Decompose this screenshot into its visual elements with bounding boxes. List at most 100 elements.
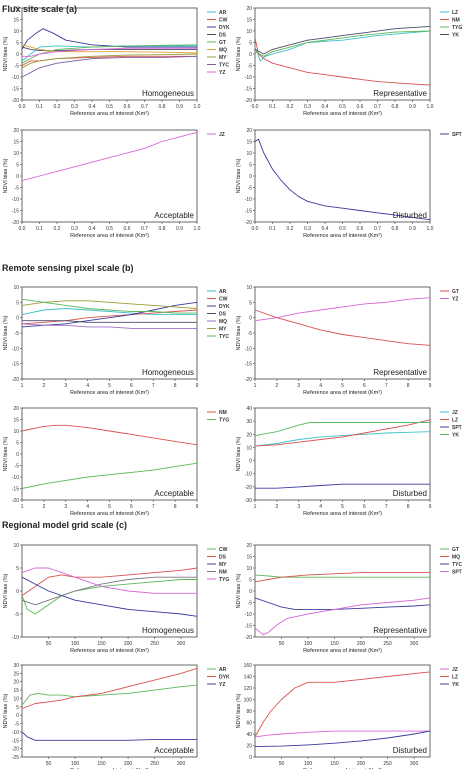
x-tick-label: 0.8 <box>159 104 166 110</box>
series-line-cw <box>21 309 198 325</box>
y-tick-label: -10 <box>12 730 19 736</box>
x-tick-label: 0.3 <box>304 104 311 110</box>
y-tick-label: -15 <box>12 487 19 493</box>
y-tick-label: -10 <box>12 635 19 641</box>
x-tick-label: 0.0 <box>19 104 26 110</box>
legend-label: DYK <box>219 675 230 681</box>
legend-label: YK <box>452 433 459 439</box>
y-tick-label: 10 <box>246 285 252 291</box>
x-tick-label: 0.4 <box>89 104 96 110</box>
chart-panel-9: -10 -5 0 5 10 50 100 150 200 250 300 Reference area… <box>3 543 229 654</box>
y-tick-label: -5 <box>15 331 20 337</box>
x-tick-label: 0.7 <box>374 226 381 232</box>
y-tick-label: 40 <box>246 732 252 738</box>
legend-label: LZ <box>452 418 458 424</box>
y-tick-label: 10 <box>246 445 252 451</box>
series-line-dyk <box>21 667 198 709</box>
y-axis-label: NDVI bias (%) <box>3 36 9 71</box>
x-tick-label: 0.2 <box>54 226 61 232</box>
y-axis-label: NDVI bias (%) <box>236 573 242 608</box>
y-tick-label: 5 <box>249 163 252 169</box>
x-tick-label: 200 <box>357 761 366 767</box>
y-tick-label: -20 <box>245 220 252 226</box>
x-tick-label: 7 <box>385 383 388 389</box>
x-tick-label: 0.4 <box>322 226 329 232</box>
y-tick-label: 20 <box>13 680 19 686</box>
x-tick-label: 50 <box>46 641 52 647</box>
y-tick-label: 15 <box>246 140 252 146</box>
series-line-gt <box>21 44 198 64</box>
y-tick-label: 15 <box>246 18 252 24</box>
series-line-gt <box>254 309 431 346</box>
y-tick-label: 10 <box>13 285 19 291</box>
y-tick-label: -15 <box>245 362 252 368</box>
x-tick-label: 1 <box>254 504 257 510</box>
legend-label: DYK <box>219 304 230 310</box>
plot-area <box>21 7 198 101</box>
legend-label: MQ <box>219 48 227 54</box>
y-tick-label: -15 <box>12 738 19 744</box>
y-tick-label: -15 <box>245 87 252 93</box>
x-axis-label: Reference area of interest (Km²) <box>303 511 382 517</box>
x-tick-label: 0.5 <box>106 226 113 232</box>
x-tick-label: 250 <box>383 641 392 647</box>
plot-area <box>254 7 431 101</box>
x-axis-label: Reference area of interest (Km²) <box>303 390 382 396</box>
series-line-jz <box>254 431 431 447</box>
legend-label: NM <box>219 410 227 416</box>
y-tick-label: 20 <box>246 6 252 12</box>
y-tick-label: -10 <box>12 75 19 81</box>
y-tick-label: -15 <box>12 87 19 93</box>
y-tick-label: 0 <box>16 452 19 458</box>
series-line-nm <box>21 576 197 606</box>
series-line-my <box>21 300 198 309</box>
y-tick-label: 140 <box>244 675 253 681</box>
x-tick-label: 6 <box>130 383 133 389</box>
y-tick-label: -5 <box>15 64 20 70</box>
y-tick-label: 30 <box>246 419 252 425</box>
y-tick-label: -5 <box>15 464 20 470</box>
series-line-dyk <box>21 28 197 50</box>
series-line-spt <box>254 138 431 221</box>
x-tick-label: 0.2 <box>287 104 294 110</box>
legend-label: MQ <box>219 319 227 325</box>
y-tick-label: 20 <box>246 744 252 750</box>
panel-title: Acceptable <box>154 489 194 498</box>
y-tick-label: -25 <box>12 755 19 761</box>
series-line-gt <box>254 574 430 578</box>
y-tick-label: 20 <box>246 432 252 438</box>
legend-label: MY <box>219 562 227 568</box>
y-axis-label: NDVI bias (%) <box>3 315 9 350</box>
y-axis-label: NDVI bias (%) <box>236 158 242 193</box>
x-tick-label: 50 <box>46 761 52 767</box>
x-tick-label: 0.1 <box>269 226 276 232</box>
y-axis-label: NDVI bias (%) <box>236 315 242 350</box>
chart-panel-2: -20 -15 -10 -5 0 5 10 15 20 0.0 0.1 0.2 0.3 0.4 0.5 0.6… <box>236 6 462 117</box>
y-tick-label: 5 <box>16 163 19 169</box>
legend-label: AR <box>219 10 227 16</box>
x-tick-label: 100 <box>304 761 313 767</box>
y-tick-label: 5 <box>16 41 19 47</box>
y-tick-label: -15 <box>12 209 19 215</box>
series-line-yk <box>254 25 431 55</box>
chart-panel-5: -20 -15 -10 -5 0 5 10 1 2 3 4 5 6 7 8 9 Reference area o… <box>3 285 230 396</box>
y-tick-label: 0 <box>249 316 252 322</box>
y-tick-label: 5 <box>16 300 19 306</box>
x-tick-label: 9 <box>429 383 432 389</box>
x-tick-label: 200 <box>124 761 133 767</box>
panel-title: Homogeneous <box>142 89 194 98</box>
plot-area <box>21 407 198 501</box>
x-tick-label: 6 <box>363 504 366 510</box>
x-tick-label: 0.6 <box>357 104 364 110</box>
x-tick-label: 6 <box>130 504 133 510</box>
legend-label: CW <box>219 18 228 24</box>
series-line-tyc <box>21 55 198 78</box>
panel-title: Acceptable <box>154 211 194 220</box>
x-tick-label: 0.1 <box>36 226 43 232</box>
x-tick-label: 5 <box>108 504 111 510</box>
x-tick-label: 4 <box>319 504 322 510</box>
y-tick-label: -20 <box>12 377 19 383</box>
x-tick-label: 0.2 <box>54 104 61 110</box>
chart-panel-1: -20 -15 -10 -5 0 5 10 15 20 0.0 0.1 0.2 0.3 0.4 0.5 0.6… <box>3 6 230 117</box>
